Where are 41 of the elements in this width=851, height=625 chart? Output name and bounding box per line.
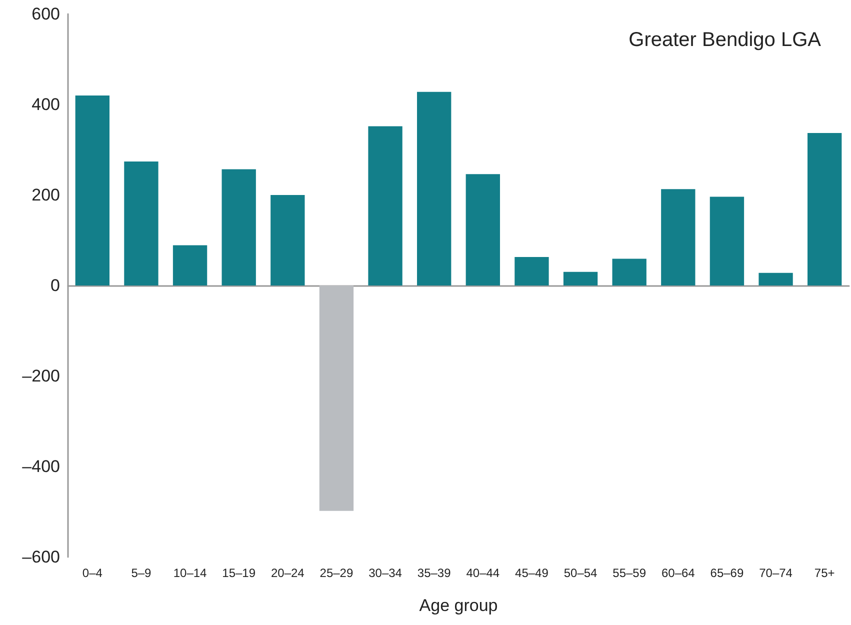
y-tick-label: 600 (32, 4, 60, 24)
x-tick-label: 65–69 (710, 566, 744, 580)
x-tick-label: 0–4 (82, 566, 103, 580)
y-tick-label: –400 (22, 457, 60, 476)
bar (75, 95, 110, 286)
x-tick-label: 20–24 (270, 566, 305, 580)
bar (172, 245, 208, 286)
bar (758, 272, 793, 286)
annotation: Greater Bendigo LGA (628, 29, 822, 51)
x-tick-label: 50–54 (564, 566, 598, 580)
x-tick-label: 5–9 (131, 566, 152, 580)
bar (124, 162, 158, 286)
x-tick-label: 35–39 (417, 566, 452, 580)
x-tick-label: 30–34 (368, 566, 402, 580)
x-tick-label: 55–59 (612, 566, 646, 580)
bar (514, 256, 549, 286)
bar (661, 189, 696, 286)
bar (710, 196, 744, 286)
y-tick-label: –600 (22, 548, 60, 566)
bar (368, 126, 402, 286)
x-tick-label: 60–64 (661, 566, 696, 580)
x-tick-label: 10–14 (173, 566, 208, 580)
x-tick-label: 25–29 (320, 566, 354, 580)
bar (466, 174, 500, 286)
y-tick-label: 400 (32, 95, 60, 114)
bar (563, 272, 598, 286)
x-axis-title: Age group (419, 596, 498, 615)
x-tick-label: 75+ (814, 566, 835, 580)
x-tick-label: 70–74 (759, 566, 793, 580)
bar (319, 286, 354, 511)
x-tick-label: 40–44 (466, 566, 500, 580)
y-tick-label: –200 (22, 366, 60, 386)
x-tick-label: 15–19 (222, 566, 256, 580)
x-tick-label: 45–49 (515, 566, 549, 580)
bar (808, 133, 842, 286)
bar (417, 92, 452, 286)
y-tick-label: 200 (32, 186, 60, 204)
y-tick-label: 0 (50, 276, 60, 295)
bar (270, 195, 305, 286)
bar (222, 169, 256, 286)
bar (612, 258, 646, 286)
